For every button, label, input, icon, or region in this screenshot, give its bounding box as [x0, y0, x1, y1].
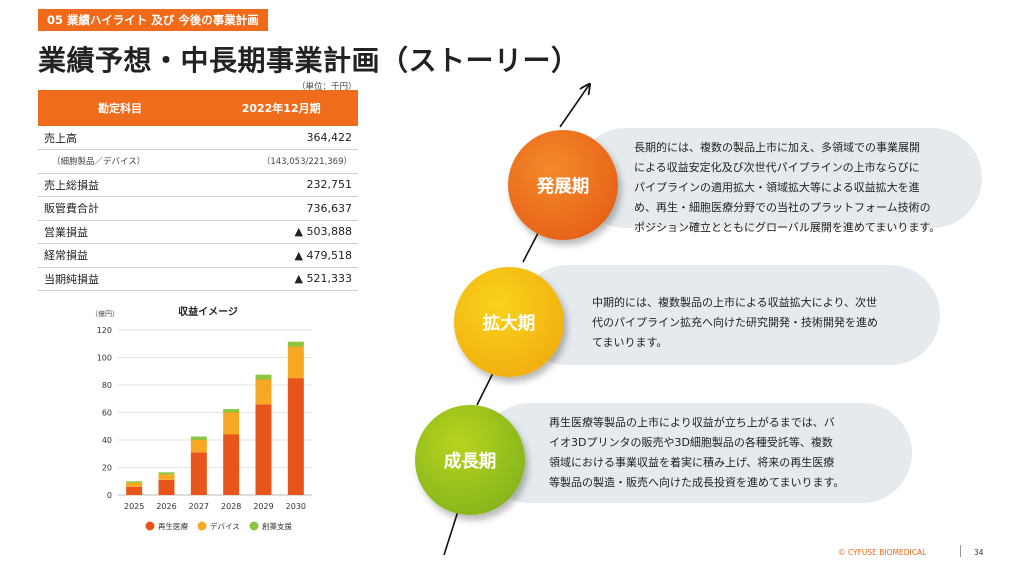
bar-segment — [223, 434, 240, 495]
bar-segment — [287, 341, 304, 347]
y-tick-label: 120 — [97, 326, 112, 335]
y-axis-label: （億円） — [91, 309, 119, 318]
bar-segment — [126, 486, 143, 495]
bar-segment — [190, 436, 207, 440]
bar-segment — [223, 412, 240, 435]
y-tick-label: 60 — [102, 409, 112, 418]
y-tick-label: 40 — [102, 436, 112, 445]
stage-label: 発展期 — [536, 176, 590, 197]
y-tick-label: 0 — [107, 491, 112, 500]
legend-swatch — [249, 521, 259, 531]
x-tick-label: 2027 — [189, 502, 209, 511]
row-value: 232,751 — [181, 173, 358, 197]
legend-swatch — [197, 521, 207, 531]
section-tag: 05 業績ハイライト 及び 今後の事業計画 — [38, 9, 268, 31]
row-value: 364,422 — [181, 126, 358, 150]
legend-label: 再生医療 — [158, 521, 188, 531]
story-line: 長期的には、複数の製品上市に加え、多領域での事業展開 — [634, 141, 920, 154]
row-item: 販管費合計 — [38, 196, 182, 221]
bar-segment — [158, 474, 175, 480]
bar-segment — [158, 479, 175, 495]
row-value: ▲ 479,518 — [181, 243, 358, 268]
story-pill-expand — [518, 265, 940, 365]
y-tick-label: 80 — [102, 381, 112, 390]
story-line: イオ3Dプリンタの販売や3D細胞製品の各種受託等、複数 — [549, 436, 833, 449]
copyright: © CYFUSE BIOMEDICAL — [838, 548, 927, 557]
table-row: 売上高 364,422 — [38, 126, 358, 150]
stage-label: 拡大期 — [482, 313, 536, 334]
table-row: 営業損益 ▲ 503,888 — [38, 220, 358, 244]
table-header-item: 勘定科目 — [38, 90, 182, 126]
x-tick-label: 2028 — [221, 502, 241, 511]
bar-segment — [287, 346, 304, 379]
story-line: ポジション確立とともにグローバル展開を進めてまいります。 — [634, 221, 941, 234]
story-line: め、再生・細胞医療分野での当社のプラットフォーム技術の — [634, 201, 931, 214]
x-tick-label: 2026 — [156, 502, 176, 511]
row-item: 当期純損益 — [38, 267, 182, 291]
x-tick-label: 2025 — [124, 502, 144, 511]
row-value: 736,637 — [181, 196, 358, 221]
row-item: 売上高 — [38, 126, 182, 150]
story-line: パイプラインの適用拡大・領域拡大等による収益拡大を進 — [634, 181, 920, 194]
bar-segment — [255, 374, 272, 380]
legend-label: 創薬支援 — [262, 521, 292, 531]
story-line: てまいります。 — [592, 336, 668, 349]
bar-segment — [223, 409, 240, 413]
legend-swatch — [145, 521, 155, 531]
x-tick-label: 2029 — [253, 502, 273, 511]
stage-label: 成長期 — [443, 451, 497, 472]
row-item: （細胞製品／デバイス） — [38, 149, 182, 174]
y-tick-label: 20 — [102, 464, 112, 473]
legend-label: デバイス — [210, 521, 240, 531]
page-title: 業績予想・中長期事業計画（ストーリー） — [38, 44, 580, 77]
row-value: ▲ 521,333 — [181, 267, 358, 291]
story-pill-growth — [480, 403, 912, 503]
stage-develop-circle: 発展期 — [508, 130, 618, 240]
bar-segment — [126, 482, 143, 487]
table-row: （細胞製品／デバイス） （143,053/221,369） — [38, 149, 358, 174]
page-number: 34 — [974, 548, 984, 557]
arrow-out-of-develop — [559, 85, 589, 128]
table-row: 販管費合計 736,637 — [38, 196, 358, 221]
table-row: 経常損益 ▲ 479,518 — [38, 243, 358, 268]
story-line: 再生医療等製品の上市により収益が立ち上がるまでは、バ — [549, 416, 835, 429]
bar-segment — [255, 404, 272, 495]
story-line: 代のパイプライン拡充へ向けた研究開発・技術開発を進め — [592, 316, 878, 329]
story-line: 等製品の製造・販売へ向けた成長投資を進めてまいります。 — [549, 476, 845, 489]
story-line: 領域における事業収益を着実に積み上げ、将来の再生医療 — [549, 456, 835, 469]
row-value: （143,053/221,369） — [181, 149, 358, 174]
y-tick-label: 100 — [97, 354, 112, 363]
story-text-expand: 中期的には、複数製品の上市による収益拡大により、次世 代のパイプライン拡充へ向け… — [592, 293, 878, 353]
row-item: 売上総損益 — [38, 173, 182, 197]
financial-table: 勘定科目 2022年12月期 売上高 364,422 （細胞製品／デバイス） （… — [38, 90, 358, 291]
table-row: 売上総損益 232,751 — [38, 173, 358, 197]
story-pill-develop — [576, 128, 982, 228]
row-value: ▲ 503,888 — [181, 220, 358, 244]
row-item: 営業損益 — [38, 220, 182, 244]
x-tick-label: 2030 — [286, 502, 306, 511]
bar-segment — [190, 452, 207, 495]
revenue-chart: 収益イメージ （億円） 0 20 40 60 80 100 120 2025 2026 2027 202… — [80, 300, 320, 550]
unit-note: （単位：千円） — [297, 82, 357, 92]
stage-expand-circle: 拡大期 — [454, 267, 564, 377]
footer-divider — [960, 545, 961, 557]
row-item: 経常損益 — [38, 243, 182, 268]
story-text-develop: 長期的には、複数の製品上市に加え、多領域での事業展開 による収益安定化及び次世代… — [634, 138, 940, 238]
bar-segment — [190, 440, 207, 453]
stage-growth-circle: 成長期 — [415, 405, 525, 515]
story-text-growth: 再生医療等製品の上市により収益が立ち上がるまでは、バ イオ3Dプリンタの販売や3… — [549, 413, 844, 493]
table-header-value: 2022年12月期 — [181, 90, 358, 126]
bar-segment — [158, 472, 175, 475]
bar-segment — [126, 481, 143, 483]
story-line: による収益安定化及び次世代パイプラインの上市ならびに — [634, 161, 920, 174]
bar-segment — [287, 378, 304, 495]
bar-segment — [255, 379, 272, 405]
table-row: 当期純損益 ▲ 521,333 — [38, 267, 358, 291]
chart-title: 収益イメージ — [178, 305, 238, 318]
story-line: 中期的には、複数製品の上市による収益拡大により、次世 — [592, 296, 878, 309]
table-header-row: 勘定科目 2022年12月期 — [38, 90, 358, 126]
revenue-chart-svg: 収益イメージ （億円） 0 20 40 60 80 100 120 2025 2026 2027 202… — [91, 305, 312, 531]
